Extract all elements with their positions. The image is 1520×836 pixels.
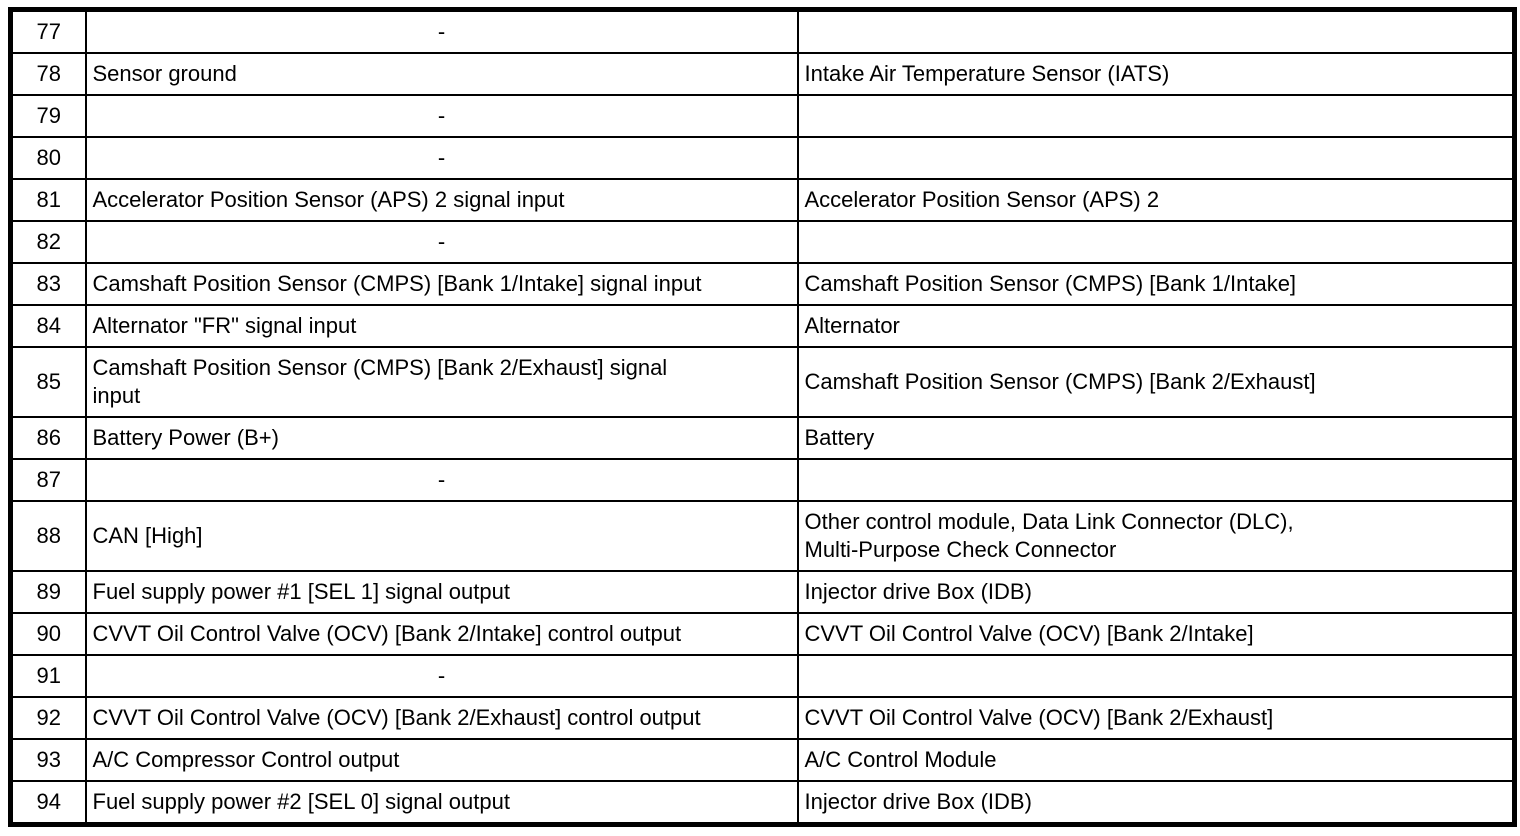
pin-description-cell: Fuel supply power #1 [SEL 1] signal outp…	[84, 570, 799, 614]
pin-connected-to-cell	[796, 94, 1516, 138]
pin-number-cell: 81	[9, 178, 87, 222]
pin-description-cell: CAN [High]	[84, 500, 799, 572]
pin-description-cell: A/C Compressor Control output	[84, 738, 799, 782]
pin-description-cell: -	[84, 8, 799, 54]
table-row: 82 -	[9, 220, 1516, 264]
table-row: 90 CVVT Oil Control Valve (OCV) [Bank 2/…	[9, 612, 1516, 656]
pin-number-cell: 84	[9, 304, 87, 348]
pin-number-cell: 88	[9, 500, 87, 572]
pin-description-cell: -	[84, 94, 799, 138]
pin-connected-to-cell	[796, 136, 1516, 180]
pin-number-cell: 90	[9, 612, 87, 656]
pinout-table: 77 - 78 Sensor ground Intake Air Tempera…	[8, 7, 1517, 827]
pin-description-cell: Sensor ground	[84, 52, 799, 96]
pin-description-cell: -	[84, 654, 799, 698]
pin-number-cell: 82	[9, 220, 87, 264]
pin-connected-to-cell	[796, 220, 1516, 264]
table-row: 91 -	[9, 654, 1516, 698]
pin-description-cell: CVVT Oil Control Valve (OCV) [Bank 2/Exh…	[84, 696, 799, 740]
table-row: 89 Fuel supply power #1 [SEL 1] signal o…	[9, 570, 1516, 614]
pin-connected-to-cell: Intake Air Temperature Sensor (IATS)	[796, 52, 1516, 96]
table-row: 88 CAN [High] Other control module, Data…	[9, 500, 1516, 572]
table-row: 79 -	[9, 94, 1516, 138]
table-row: 80 -	[9, 136, 1516, 180]
pin-description-cell: Accelerator Position Sensor (APS) 2 sign…	[84, 178, 799, 222]
pin-description-cell: -	[84, 458, 799, 502]
pin-connected-to-cell: A/C Control Module	[796, 738, 1516, 782]
pin-number-cell: 83	[9, 262, 87, 306]
pin-connected-to-cell: Other control module, Data Link Connecto…	[796, 500, 1516, 572]
pin-number-cell: 92	[9, 696, 87, 740]
pin-connected-to-cell	[796, 654, 1516, 698]
table-row: 94 Fuel supply power #2 [SEL 0] signal o…	[9, 780, 1516, 826]
pin-connected-to-cell: Injector drive Box (IDB)	[796, 570, 1516, 614]
pin-number-cell: 94	[9, 780, 87, 826]
table-row: 81 Accelerator Position Sensor (APS) 2 s…	[9, 178, 1516, 222]
pin-description-cell: Battery Power (B+)	[84, 416, 799, 460]
pin-number-cell: 85	[9, 346, 87, 418]
pin-number-cell: 80	[9, 136, 87, 180]
pin-connected-to-cell: Injector drive Box (IDB)	[796, 780, 1516, 826]
pin-connected-to-cell: Camshaft Position Sensor (CMPS) [Bank 2/…	[796, 346, 1516, 418]
table-row: 83 Camshaft Position Sensor (CMPS) [Bank…	[9, 262, 1516, 306]
pin-number-cell: 86	[9, 416, 87, 460]
pin-number-cell: 87	[9, 458, 87, 502]
table-row: 87 -	[9, 458, 1516, 502]
pin-description-cell: -	[84, 136, 799, 180]
pin-description-cell: CVVT Oil Control Valve (OCV) [Bank 2/Int…	[84, 612, 799, 656]
pin-description-cell: Alternator "FR" signal input	[84, 304, 799, 348]
pin-description-cell: Fuel supply power #2 [SEL 0] signal outp…	[84, 780, 799, 826]
pin-connected-to-cell: Alternator	[796, 304, 1516, 348]
pin-description-cell: Camshaft Position Sensor (CMPS) [Bank 2/…	[84, 346, 799, 418]
pin-number-cell: 93	[9, 738, 87, 782]
table-row: 78 Sensor ground Intake Air Temperature …	[9, 52, 1516, 96]
pin-connected-to-cell: Battery	[796, 416, 1516, 460]
pin-connected-to-cell	[796, 458, 1516, 502]
pin-connected-to-cell: Camshaft Position Sensor (CMPS) [Bank 1/…	[796, 262, 1516, 306]
pin-number-cell: 91	[9, 654, 87, 698]
table-row: 86 Battery Power (B+) Battery	[9, 416, 1516, 460]
pin-connected-to-cell	[796, 8, 1516, 54]
pin-description-cell: Camshaft Position Sensor (CMPS) [Bank 1/…	[84, 262, 799, 306]
pin-connected-to-cell: CVVT Oil Control Valve (OCV) [Bank 2/Exh…	[796, 696, 1516, 740]
pin-number-cell: 78	[9, 52, 87, 96]
table-row: 92 CVVT Oil Control Valve (OCV) [Bank 2/…	[9, 696, 1516, 740]
pin-connected-to-cell: Accelerator Position Sensor (APS) 2	[796, 178, 1516, 222]
table-row: 93 A/C Compressor Control output A/C Con…	[9, 738, 1516, 782]
pin-number-cell: 79	[9, 94, 87, 138]
table-row: 85 Camshaft Position Sensor (CMPS) [Bank…	[9, 346, 1516, 418]
table-row: 84 Alternator "FR" signal input Alternat…	[9, 304, 1516, 348]
pinout-table-body: 77 - 78 Sensor ground Intake Air Tempera…	[9, 8, 1516, 826]
pin-number-cell: 77	[9, 8, 87, 54]
pin-description-cell: -	[84, 220, 799, 264]
pin-connected-to-cell: CVVT Oil Control Valve (OCV) [Bank 2/Int…	[796, 612, 1516, 656]
pin-number-cell: 89	[9, 570, 87, 614]
table-row: 77 -	[9, 8, 1516, 54]
